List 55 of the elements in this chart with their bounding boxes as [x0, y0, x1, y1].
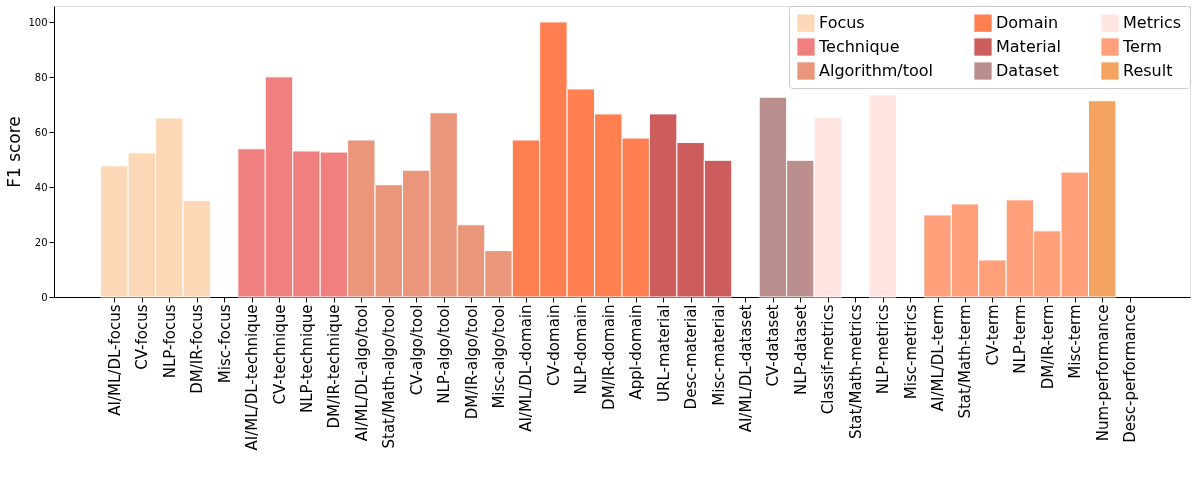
y-axis-title: F1 score [4, 116, 25, 188]
x-tick-label: CV-focus [133, 304, 152, 370]
y-tick-label: 80 [34, 71, 48, 83]
x-tick-label: DM/IR-technique [325, 304, 344, 429]
legend-label: Dataset [996, 61, 1059, 80]
legend-label: Algorithm/tool [819, 61, 934, 80]
legend-label: Focus [819, 13, 865, 33]
legend-label: Result [1123, 61, 1173, 80]
legend-label: Metrics [1123, 13, 1182, 33]
legend-label: Term [1122, 37, 1162, 56]
x-tick-label: Misc-algo/tool [490, 304, 509, 409]
x-tick-label: AI/ML/DL-algo/tool [352, 304, 371, 442]
x-tick-label: Misc-term [1066, 304, 1085, 379]
x-tick-label: NLP-focus [160, 304, 179, 379]
x-tick-label: CV-dataset [764, 304, 783, 387]
x-tick-label: Appl-domain [627, 304, 646, 400]
x-tick-label: CV-algo/tool [407, 304, 426, 396]
x-tick-label: NLP-technique [297, 304, 316, 414]
x-tick-label: NLP-metrics [874, 304, 893, 395]
x-tick-label: NLP-domain [572, 304, 591, 395]
x-tick-label: AI/ML/DL-dataset [736, 304, 755, 433]
x-tick-label: DM/IR-algo/tool [462, 304, 481, 420]
x-tick-label: Misc-material [709, 304, 728, 406]
x-tick-label: AI/ML/DL-technique [243, 304, 262, 451]
x-tick-label: NLP-algo/tool [435, 304, 454, 404]
y-tick-label: 0 [41, 291, 48, 303]
x-tick-label: Misc-focus [215, 304, 234, 384]
legend-label: Material [996, 37, 1061, 56]
x-tick-label: Misc-metrics [901, 304, 920, 400]
x-tick-label: URL-material [654, 304, 673, 403]
x-tick-label: AI/ML/DL-focus [105, 304, 124, 416]
x-tick-label: Desc-material [682, 304, 701, 410]
x-tick-label: Stat/Math-term [956, 304, 975, 419]
x-tick-label: CV-domain [544, 304, 563, 386]
x-tick-label: Num-performance [1093, 304, 1112, 442]
y-tick-label: 100 [28, 16, 48, 28]
x-tick-label: DM/IR-term [1038, 304, 1057, 390]
x-tick-label: CV-term [983, 304, 1002, 366]
legend-label: Technique [818, 37, 900, 56]
x-tick-label: AI/ML/DL-term [929, 304, 948, 412]
x-tick-label: AI/ML/DL-domain [517, 304, 536, 432]
y-tick-label: 20 [34, 236, 48, 248]
x-tick-label: CV-technique [270, 304, 289, 405]
bar [868, 94, 897, 298]
x-tick-label: DM/IR-domain [599, 304, 618, 410]
y-tick-label: 60 [34, 126, 48, 138]
x-tick-label: Stat/Math-algo/tool [380, 304, 399, 449]
x-tick-label: Desc-performance [1121, 304, 1140, 443]
x-tick-label: NLP-dataset [791, 304, 810, 395]
legend-label: Domain [996, 13, 1059, 33]
x-tick-label: Classif-metrics [819, 304, 838, 415]
y-tick-label: 40 [34, 181, 48, 193]
x-tick-label: DM/IR-focus [188, 304, 207, 394]
x-tick-label: NLP-term [1011, 304, 1030, 374]
x-tick-label: Stat/Math-metrics [846, 304, 865, 440]
